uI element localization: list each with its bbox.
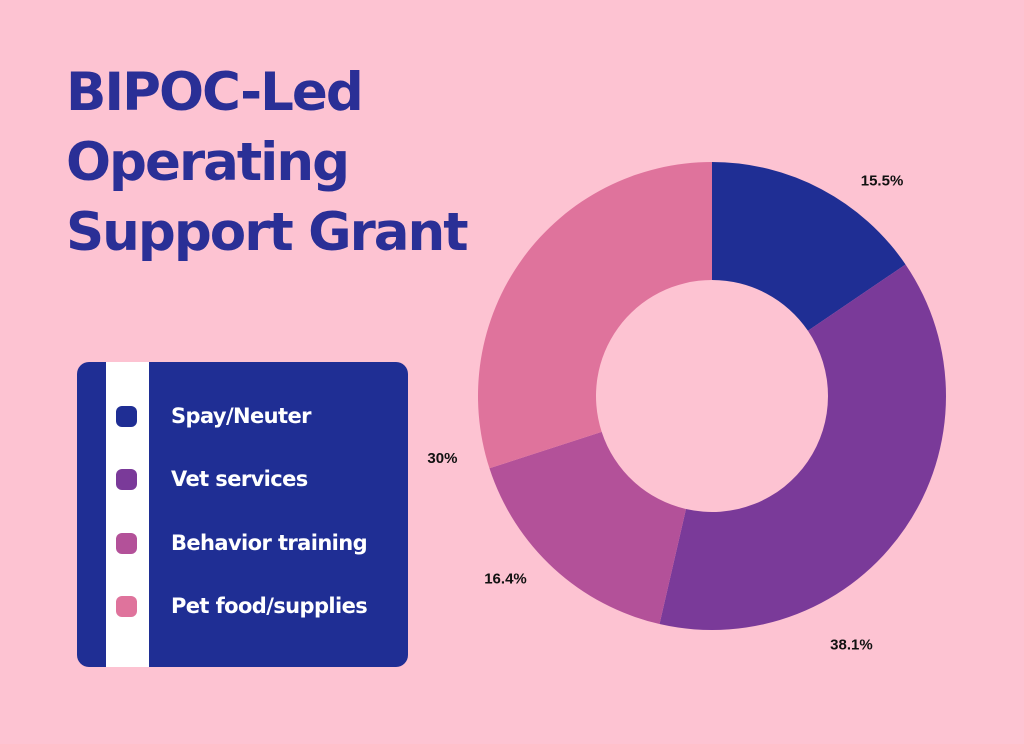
value-label-behavior-training: 16.4% [484,570,527,587]
legend-label-pet-food-supplies: Pet food/supplies [171,594,368,618]
slice-vet-services [659,264,947,631]
legend-swatch-behavior-training [116,532,137,554]
legend-item-pet-food-supplies: Pet food/supplies [116,591,368,621]
legend-label-spay-neuter: Spay/Neuter [171,404,311,428]
title-line-3: Support Grant [66,202,469,263]
legend-swatch-vet-services [116,468,137,490]
legend-swatch-spay-neuter [116,405,137,427]
legend-item-spay-neuter: Spay/Neuter [116,401,311,431]
legend-label-behavior-training: Behavior training [171,531,368,555]
slice-spay-neuter [712,162,906,331]
legend-label-vet-services: Vet services [171,467,308,491]
title-line-2: Operating [66,132,350,193]
slice-pet-food-supplies [478,162,712,469]
legend: Spay/Neuter Vet services Behavior traini… [77,362,408,667]
title-line-1: BIPOC-Led [66,62,364,123]
value-label-spay-neuter: 15.5% [861,172,904,189]
value-label-vet-services: 38.1% [830,636,873,653]
value-label-pet-food-supplies: 30% [427,450,457,467]
legend-swatch-pet-food-supplies [116,595,137,617]
legend-item-vet-services: Vet services [116,464,308,494]
slice-behavior-training [489,431,686,625]
legend-item-behavior-training: Behavior training [116,528,368,558]
chart-title: BIPOC-Led Operating Support Grant [66,58,486,268]
